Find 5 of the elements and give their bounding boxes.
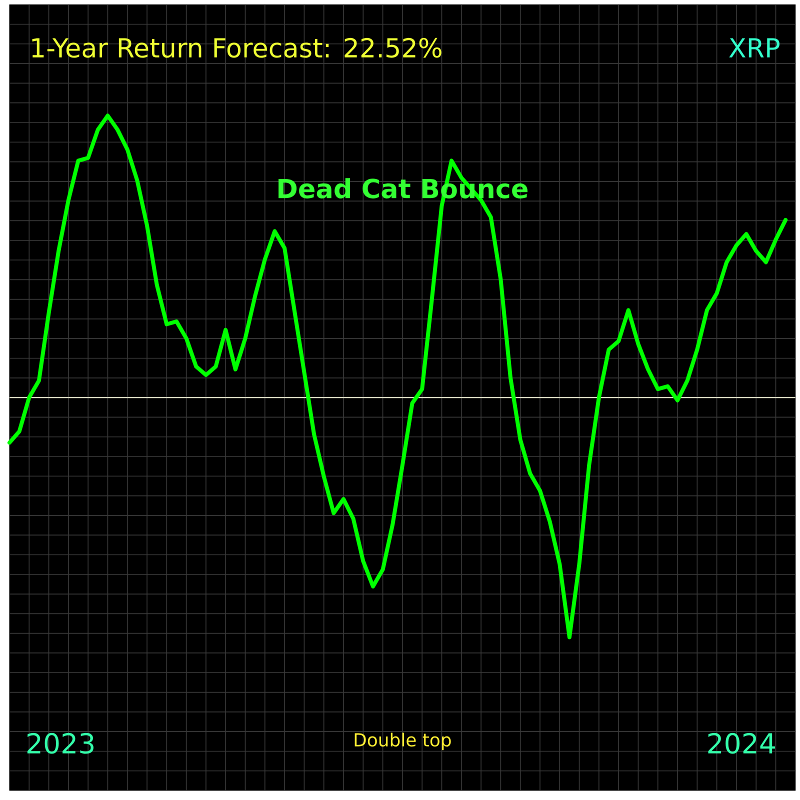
text: Double top xyxy=(354,732,451,750)
text: 2024 xyxy=(708,732,775,754)
chart-subtitle: XRP xyxy=(729,38,780,58)
text: 2023 xyxy=(27,732,94,754)
chart-title: 1-Year Return Forecast: 22.52% xyxy=(32,38,442,58)
